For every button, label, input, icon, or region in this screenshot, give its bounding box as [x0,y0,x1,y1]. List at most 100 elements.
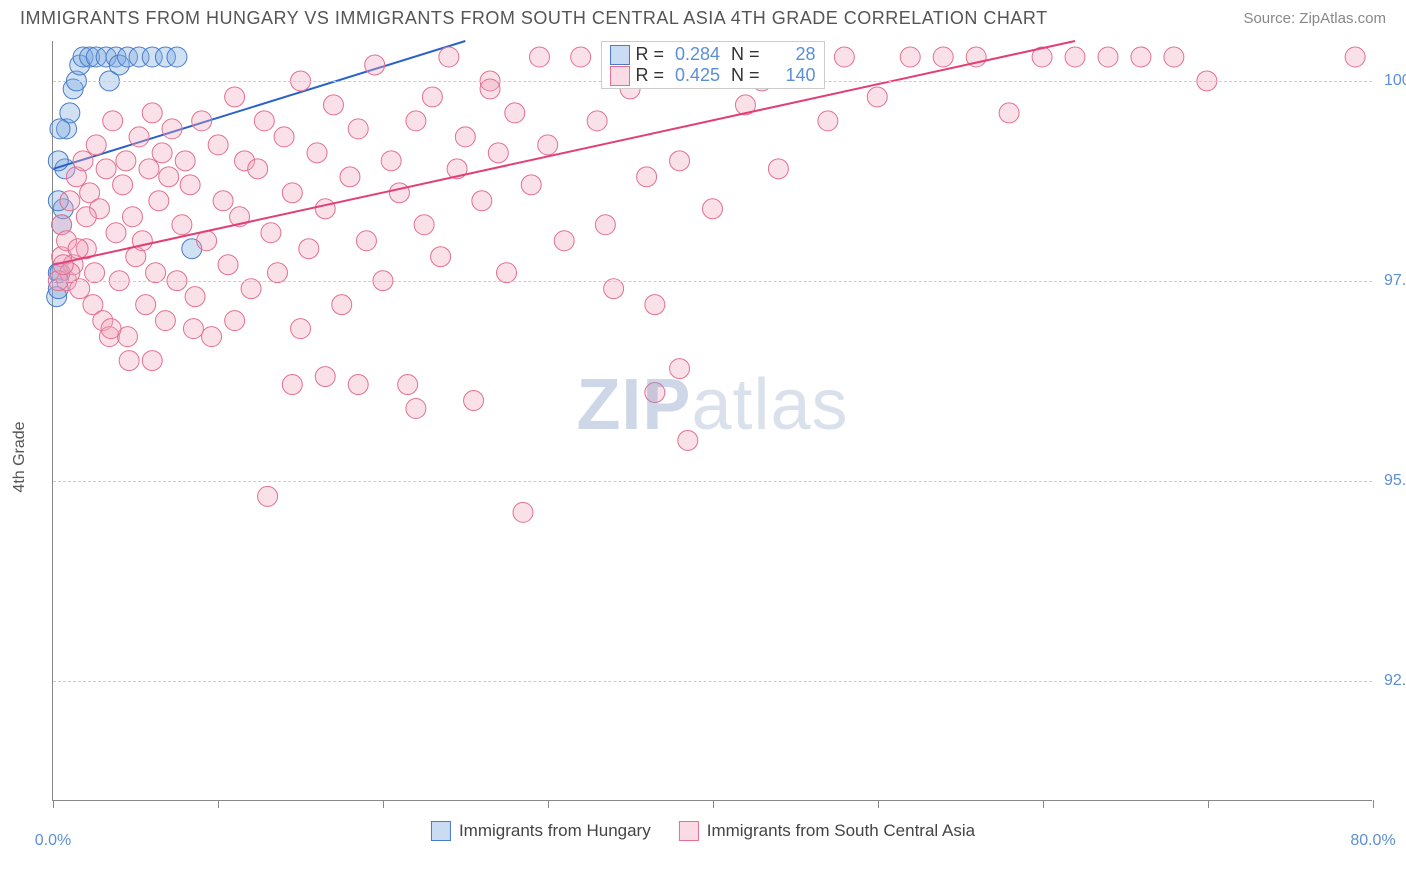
x-tick-label: 80.0% [1350,832,1395,850]
scatter-point [645,295,665,315]
scatter-point [258,486,278,506]
scatter-point [202,327,222,347]
scatter-point [529,47,549,67]
series-legend: Immigrants from Hungary Immigrants from … [431,821,975,841]
scatter-point [142,351,162,371]
scatter-point [999,103,1019,123]
scatter-point [86,135,106,155]
scatter-point [282,183,302,203]
stats-r-label: R = [635,44,664,65]
scatter-point [348,119,368,139]
scatter-point [106,223,126,243]
x-tick [1208,800,1209,808]
x-tick [1043,800,1044,808]
scatter-point [159,167,179,187]
scatter-point [406,399,426,419]
series-legend-item: Immigrants from Hungary [431,821,651,841]
scatter-point [554,231,574,251]
legend-swatch [609,45,629,65]
scatter-point [488,143,508,163]
scatter-point [365,55,385,75]
scatter-point [261,223,281,243]
y-tick-label: 97.5% [1384,272,1406,290]
scatter-point [254,111,274,131]
scatter-point [818,111,838,131]
scatter-point [299,239,319,259]
scatter-point [197,231,217,251]
scatter-point [307,143,327,163]
grid-line [53,281,1372,282]
header: IMMIGRANTS FROM HUNGARY VS IMMIGRANTS FR… [0,0,1406,33]
x-tick [878,800,879,808]
legend-swatch [609,66,629,86]
scatter-point [538,135,558,155]
stats-n-label: N = [726,65,760,86]
y-axis-label: 4th Grade [11,421,29,492]
scatter-point [248,159,268,179]
scatter-point [76,207,96,227]
scatter-point [142,103,162,123]
stats-legend-row: R = 0.425 N = 140 [609,65,815,86]
scatter-point [225,311,245,331]
scatter-point [464,391,484,411]
chart-title: IMMIGRANTS FROM HUNGARY VS IMMIGRANTS FR… [20,8,1048,29]
x-tick-label: 0.0% [35,832,71,850]
scatter-point [122,207,142,227]
x-tick [53,800,54,808]
stats-r-value: 0.425 [670,65,720,86]
scatter-point [356,231,376,251]
scatter-point [282,375,302,395]
scatter-point [324,95,344,115]
scatter-point [267,263,287,283]
scatter-point [703,199,723,219]
stats-r-label: R = [635,65,664,86]
scatter-point [103,111,123,131]
scatter-point [274,127,294,147]
scatter-point [455,127,475,147]
scatter-point [513,502,533,522]
x-tick [218,800,219,808]
scatter-point [900,47,920,67]
series-legend-label: Immigrants from Hungary [459,821,651,841]
x-tick [713,800,714,808]
scatter-point [315,367,335,387]
scatter-point [768,159,788,179]
scatter-point [152,143,172,163]
stats-n-value: 28 [766,44,816,65]
scatter-point [162,119,182,139]
scatter-point [595,215,615,235]
scatter-point [571,47,591,67]
scatter-point [645,383,665,403]
scatter-point [167,47,187,67]
legend-swatch [679,821,699,841]
scatter-point [406,111,426,131]
scatter-point [119,351,139,371]
scatter-point [439,47,459,67]
scatter-point [68,239,88,259]
x-tick [1373,800,1374,808]
scatter-point [389,183,409,203]
scatter-point [505,103,525,123]
scatter-point [183,319,203,339]
legend-swatch [431,821,451,841]
grid-line [53,681,1372,682]
scatter-point [192,111,212,131]
chart-svg-layer [53,41,1372,800]
scatter-point [381,151,401,171]
y-tick-label: 95.0% [1384,472,1406,490]
scatter-point [146,263,166,283]
x-tick [548,800,549,808]
x-tick [383,800,384,808]
stats-legend-row: R = 0.284 N = 28 [609,44,815,65]
y-tick-label: 100.0% [1384,72,1406,90]
scatter-point [332,295,352,315]
scatter-point [315,199,335,219]
scatter-point [340,167,360,187]
scatter-point [422,87,442,107]
scatter-point [116,151,136,171]
scatter-point [175,151,195,171]
scatter-point [155,311,175,331]
scatter-point [867,87,887,107]
scatter-point [96,159,116,179]
scatter-point [1065,47,1085,67]
